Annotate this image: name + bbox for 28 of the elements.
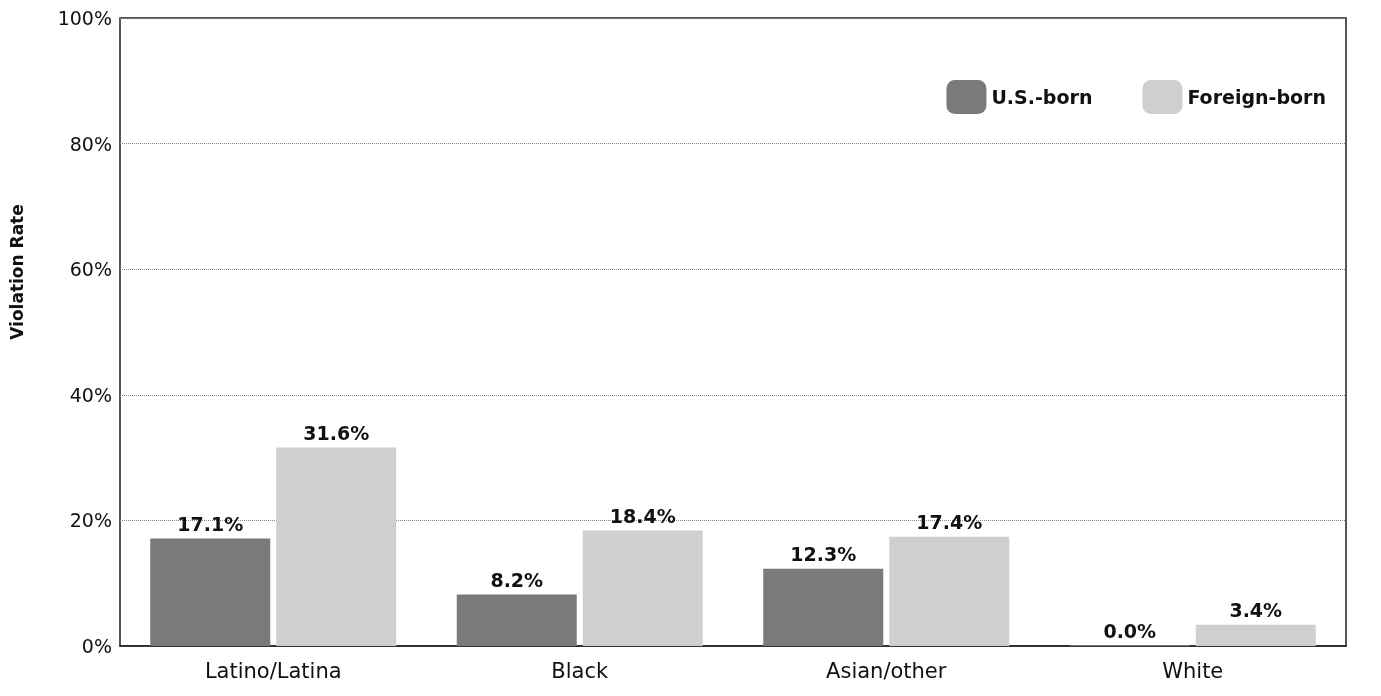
- y-tick-label: 40%: [69, 383, 112, 406]
- x-tick-label: Asian/other: [826, 658, 947, 683]
- bar: [889, 536, 1010, 646]
- data-label: 8.2%: [490, 569, 544, 591]
- y-tick-label: 100%: [57, 7, 112, 29]
- data-label: 17.1%: [177, 513, 244, 536]
- data-label: 3.4%: [1229, 599, 1283, 622]
- x-tick-label: White: [1162, 658, 1224, 683]
- data-label: 18.4%: [609, 504, 676, 527]
- bar: [1195, 624, 1316, 646]
- y-tick-label: 0%: [81, 635, 112, 657]
- y-tick-label: 20%: [69, 509, 112, 532]
- bar: [150, 538, 271, 646]
- bar: [276, 447, 397, 646]
- bar: [456, 594, 577, 646]
- x-tick-label: Latino/Latina: [204, 658, 342, 683]
- y-tick-label: 60%: [69, 258, 112, 281]
- legend-label: U.S.-born: [991, 86, 1093, 108]
- data-label: 0.0%: [1103, 619, 1157, 642]
- legend-label: Foreign-born: [1187, 86, 1327, 108]
- y-axis-title: Violation Rate: [6, 204, 27, 340]
- bar: [763, 568, 884, 646]
- x-tick-label: Black: [551, 658, 609, 683]
- y-tick-label: 80%: [69, 132, 112, 155]
- bar: [582, 530, 703, 646]
- data-label: 17.4%: [916, 511, 983, 534]
- data-label: 31.6%: [303, 422, 370, 445]
- data-label: 12.3%: [790, 543, 857, 566]
